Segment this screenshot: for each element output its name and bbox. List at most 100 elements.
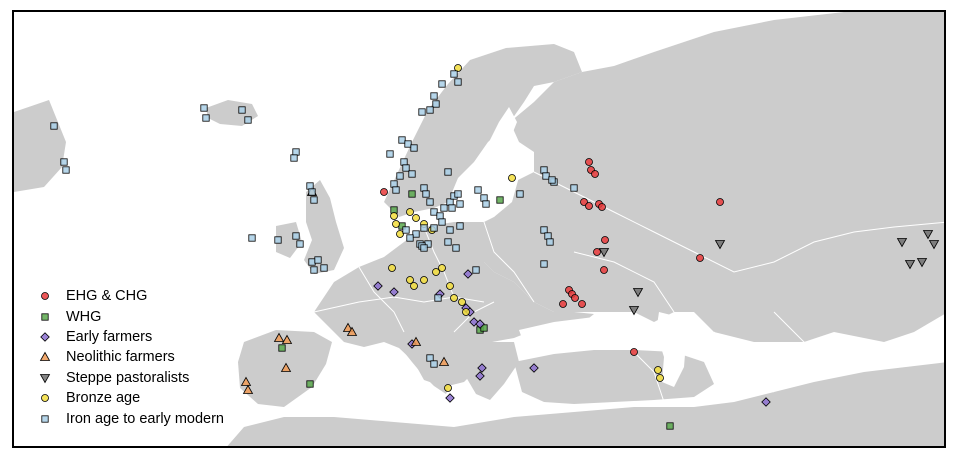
marker-iron-72 [472, 266, 480, 274]
marker-iron-63 [542, 172, 550, 180]
landmass-balkans [454, 342, 519, 400]
legend-item-steppe-pastoralists: Steppe pastoralists [36, 368, 276, 388]
marker-iron-68 [540, 226, 548, 234]
triangle-up-marker-icon [39, 352, 51, 362]
marker-iron-12 [248, 234, 256, 242]
marker-iron-18 [314, 256, 322, 264]
marker-iron-49 [430, 224, 438, 232]
marker-whg-0 [408, 190, 416, 198]
marker-bronze-8 [388, 264, 396, 272]
marker-bronze-21 [432, 268, 440, 276]
marker-neo-0 [273, 332, 285, 342]
marker-early-7 [475, 319, 485, 329]
marker-bronze-5 [412, 214, 420, 222]
marker-ehg-9 [600, 266, 608, 274]
marker-iron-26 [418, 108, 426, 116]
marker-iron-66 [516, 190, 524, 198]
marker-iron-5 [238, 106, 246, 114]
marker-iron-14 [292, 232, 300, 240]
legend-label: WHG [66, 308, 102, 325]
marker-bronze-18 [654, 366, 662, 374]
marker-ehg-18 [380, 188, 388, 196]
marker-steppe-5 [922, 230, 934, 240]
marker-iron-30 [386, 150, 394, 158]
marker-iron-62 [540, 166, 548, 174]
marker-iron-17 [310, 266, 318, 274]
legend-label: Steppe pastoralists [66, 369, 190, 386]
legend-label: Bronze age [66, 390, 141, 407]
marker-iron-4 [202, 114, 210, 122]
marker-iron-36 [392, 186, 400, 194]
marker-iron-21 [454, 78, 462, 86]
marker-iron-74 [426, 354, 434, 362]
marker-iron-22 [438, 80, 446, 88]
marker-iron-39 [426, 198, 434, 206]
marker-ehg-8 [593, 248, 601, 256]
marker-iron-24 [432, 100, 440, 108]
triangle-down-marker-icon [39, 373, 51, 384]
landmass-greenland [14, 100, 66, 192]
gulf-of-bothnia [484, 107, 517, 160]
marker-ehg-14 [578, 300, 586, 308]
marker-iron-65 [570, 184, 578, 192]
marker-iron-0 [50, 122, 58, 130]
marker-ehg-7 [601, 236, 609, 244]
marker-ehg-6 [598, 203, 606, 211]
marker-iron-15 [296, 240, 304, 248]
marker-steppe-8 [598, 248, 610, 258]
marker-neo-9 [438, 356, 450, 366]
marker-neo-8 [410, 336, 422, 346]
marker-iron-37 [420, 184, 428, 192]
marker-bronze-9 [406, 276, 414, 284]
marker-iron-48 [438, 218, 446, 226]
marker-iron-42 [440, 204, 448, 212]
marker-iron-60 [480, 194, 488, 202]
marker-steppe-2 [714, 240, 726, 250]
marker-early-12 [761, 397, 771, 407]
marker-early-9 [477, 363, 487, 373]
landmass-ireland [276, 222, 302, 258]
marker-iron-8 [290, 154, 298, 162]
legend-item-whg: WHG [36, 306, 276, 326]
marker-iron-77 [420, 244, 428, 252]
marker-neo-2 [342, 322, 354, 332]
diamond-marker-icon [40, 332, 50, 342]
marker-iron-29 [410, 144, 418, 152]
marker-iron-13 [274, 236, 282, 244]
marker-iron-20 [450, 70, 458, 78]
circle-marker-icon [41, 292, 49, 301]
marker-whg-5 [306, 380, 314, 388]
marker-steppe-3 [896, 238, 908, 248]
marker-bronze-1 [390, 212, 398, 220]
marker-early-3 [463, 269, 473, 279]
marker-iron-53 [406, 234, 414, 242]
marker-steppe-1 [628, 306, 640, 316]
marker-bronze-4 [406, 208, 414, 216]
marker-neo-1 [281, 334, 293, 344]
marker-iron-47 [448, 204, 456, 212]
legend-item-early-farmers: Early farmers [36, 327, 276, 347]
marker-iron-57 [456, 222, 464, 230]
legend-label: Neolithic farmers [66, 349, 175, 366]
marker-iron-59 [474, 186, 482, 194]
marker-bronze-14 [450, 294, 458, 302]
marker-iron-7 [292, 148, 300, 156]
marker-iron-79 [444, 238, 452, 246]
marker-bronze-16 [462, 308, 470, 316]
marker-neo-3 [346, 326, 358, 336]
marker-ehg-12 [571, 294, 579, 302]
legend: EHG & CHG WHG Early farmers Neolithic fa… [36, 286, 276, 429]
marker-bronze-0 [454, 64, 462, 72]
marker-iron-3 [200, 104, 208, 112]
caspian-sea [656, 312, 686, 387]
landmass-north-africa-middle-east [227, 362, 944, 446]
marker-neo-4 [280, 362, 292, 372]
marker-ehg-3 [580, 198, 588, 206]
marker-early-10 [475, 371, 485, 381]
marker-ehg-2 [591, 170, 599, 178]
marker-whg-7 [480, 324, 488, 332]
marker-iron-56 [446, 226, 454, 234]
marker-neo-6 [242, 384, 254, 394]
marker-iron-23 [430, 92, 438, 100]
square-marker-icon [41, 312, 49, 321]
